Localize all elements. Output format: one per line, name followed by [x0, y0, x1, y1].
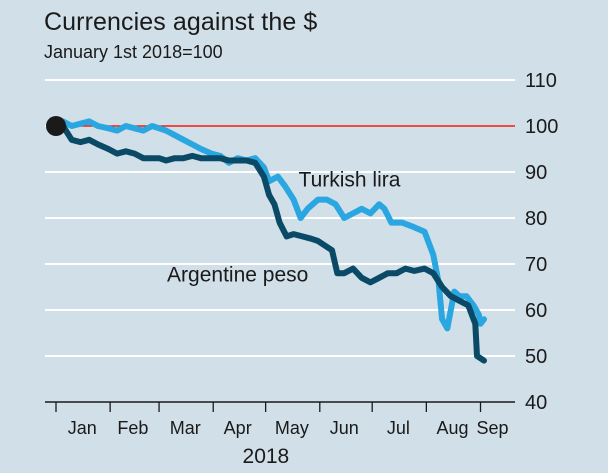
- chart-subtitle: January 1st 2018=100: [44, 42, 223, 62]
- x-tick-label-sep: Sep: [476, 418, 508, 438]
- x-axis-label: 2018: [243, 445, 290, 468]
- x-tick-label-jun: Jun: [330, 418, 359, 438]
- y-tick-label-50: 50: [525, 346, 547, 368]
- x-tick-label-apr: Apr: [224, 418, 252, 438]
- y-tick-label-60: 60: [525, 300, 547, 322]
- y-tick-label-100: 100: [525, 116, 558, 138]
- annotation-turkish-lira: Turkish lira: [299, 169, 401, 192]
- start-marker: [46, 116, 66, 136]
- x-tick-label-feb: Feb: [117, 418, 148, 438]
- y-tick-label-110: 110: [525, 70, 557, 92]
- y-tick-label-40: 40: [525, 392, 547, 414]
- annotation-argentine-peso: Argentine peso: [167, 263, 308, 286]
- y-tick-label-90: 90: [525, 162, 547, 184]
- y-tick-label-80: 80: [525, 208, 547, 230]
- x-tick-label-jan: Jan: [68, 418, 97, 438]
- x-tick-label-jul: Jul: [387, 418, 410, 438]
- x-tick-label-may: May: [275, 418, 309, 438]
- series-line-argentine-peso: [53, 123, 487, 364]
- x-tick-label-aug: Aug: [437, 418, 469, 438]
- x-tick-label-mar: Mar: [170, 418, 201, 438]
- chart-title: Currencies against the $: [44, 8, 318, 36]
- y-tick-label-70: 70: [525, 254, 547, 276]
